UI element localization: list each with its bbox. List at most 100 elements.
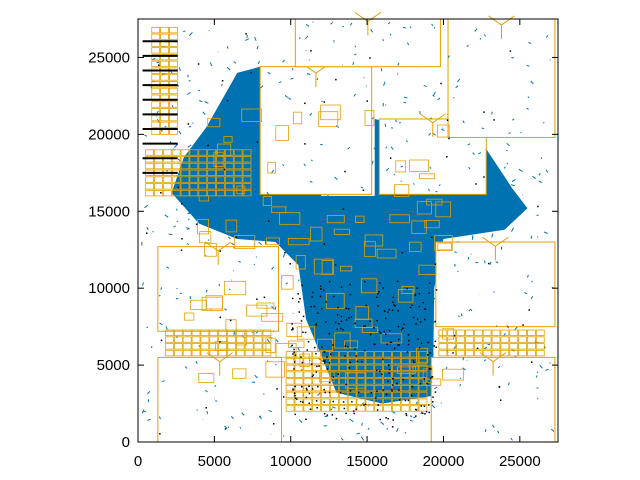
cell-macro: [218, 343, 227, 350]
cell-macro: [207, 189, 216, 197]
pin: [292, 328, 294, 330]
y-tick-label: 25000: [88, 49, 130, 66]
pin: [428, 404, 430, 406]
route-segment: [432, 91, 436, 97]
route-segment: [378, 295, 380, 297]
cell-macro: [518, 349, 527, 357]
route-segment: [231, 242, 235, 246]
x-tick-label: 0: [134, 453, 142, 470]
cell-macro: [191, 329, 201, 336]
route-segment: [315, 337, 320, 340]
pin: [322, 360, 325, 362]
cell-macro: [209, 336, 219, 343]
pin: [345, 383, 347, 386]
route-segment: [230, 143, 233, 148]
cell-macro: [169, 47, 178, 54]
cell-macro: [409, 405, 419, 412]
cell-macro: [242, 156, 252, 163]
route-segment: [383, 81, 386, 86]
route-segment: [239, 426, 242, 429]
cell-macro: [198, 149, 208, 156]
cell-macro: [218, 349, 227, 357]
cell-macro: [261, 313, 284, 322]
cell-macro: [224, 183, 234, 190]
pin: [363, 280, 366, 283]
cell-macro: [518, 336, 527, 343]
x-tick-label: 25000: [499, 453, 541, 470]
route-segment: [530, 81, 534, 85]
route-segment: [441, 128, 445, 131]
cell-macro: [456, 336, 465, 343]
pin: [383, 310, 386, 312]
cell-macro: [165, 336, 174, 343]
route-segment: [506, 162, 509, 165]
cell-macro: [303, 405, 313, 412]
pin: [376, 409, 379, 411]
route-segment: [291, 68, 294, 71]
route-segment: [495, 261, 499, 264]
cell-macro: [334, 332, 351, 349]
route-segment: [188, 211, 192, 214]
route-segment: [209, 62, 213, 67]
pin: [363, 349, 366, 352]
cell-macro: [151, 74, 161, 81]
cell-macro: [365, 351, 375, 358]
pin: [388, 308, 390, 311]
cell-macro: [465, 349, 474, 357]
pin: [332, 344, 334, 346]
cell-macro: [347, 391, 357, 399]
cell-macro: [294, 391, 304, 399]
cell-macro: [190, 299, 207, 310]
pin: [349, 390, 352, 392]
route-segment: [282, 163, 285, 167]
cell-macro: [409, 398, 419, 405]
pin: [388, 329, 391, 332]
pin: [334, 264, 337, 266]
cell-macro: [465, 343, 474, 350]
pin: [145, 232, 148, 234]
cell-macro: [365, 405, 375, 412]
route-segment: [315, 201, 320, 206]
cell-macro: [171, 176, 181, 183]
route-segment: [526, 274, 529, 278]
route-segment: [348, 325, 351, 330]
pin: [355, 408, 357, 411]
cell-macro: [227, 336, 236, 343]
route-segment: [373, 267, 376, 271]
cell-macro: [169, 108, 178, 115]
pin: [380, 332, 382, 334]
route-segment: [434, 386, 438, 390]
route-segment: [185, 227, 190, 230]
cell-macro: [333, 228, 350, 235]
route-segment: [195, 360, 198, 365]
pin: [157, 64, 160, 67]
route-segment: [505, 181, 509, 186]
cell-macro: [244, 349, 254, 357]
cell-macro: [418, 351, 428, 358]
pin: [406, 351, 409, 353]
cell-macro: [535, 349, 545, 357]
pin: [293, 368, 295, 370]
pin: [349, 293, 351, 296]
pin: [324, 321, 327, 323]
route-segment: [282, 435, 285, 437]
pin: [398, 389, 400, 391]
pin: [308, 392, 311, 395]
pin: [298, 311, 300, 313]
cell-macro: [321, 405, 330, 412]
cell-macro: [383, 351, 392, 358]
cell-macro: [162, 162, 172, 170]
cell-macro: [312, 398, 322, 405]
cell-macro: [199, 231, 212, 244]
route-segment: [188, 32, 193, 37]
route-segment: [412, 322, 416, 325]
cell-macro: [145, 189, 154, 197]
pin: [398, 338, 400, 341]
pin: [373, 326, 375, 329]
pin: [250, 71, 252, 74]
route-segment: [282, 59, 285, 63]
cell-macro: [216, 156, 225, 163]
cell-macro: [244, 329, 254, 336]
pin: [383, 330, 386, 333]
cell-macro: [313, 258, 334, 275]
